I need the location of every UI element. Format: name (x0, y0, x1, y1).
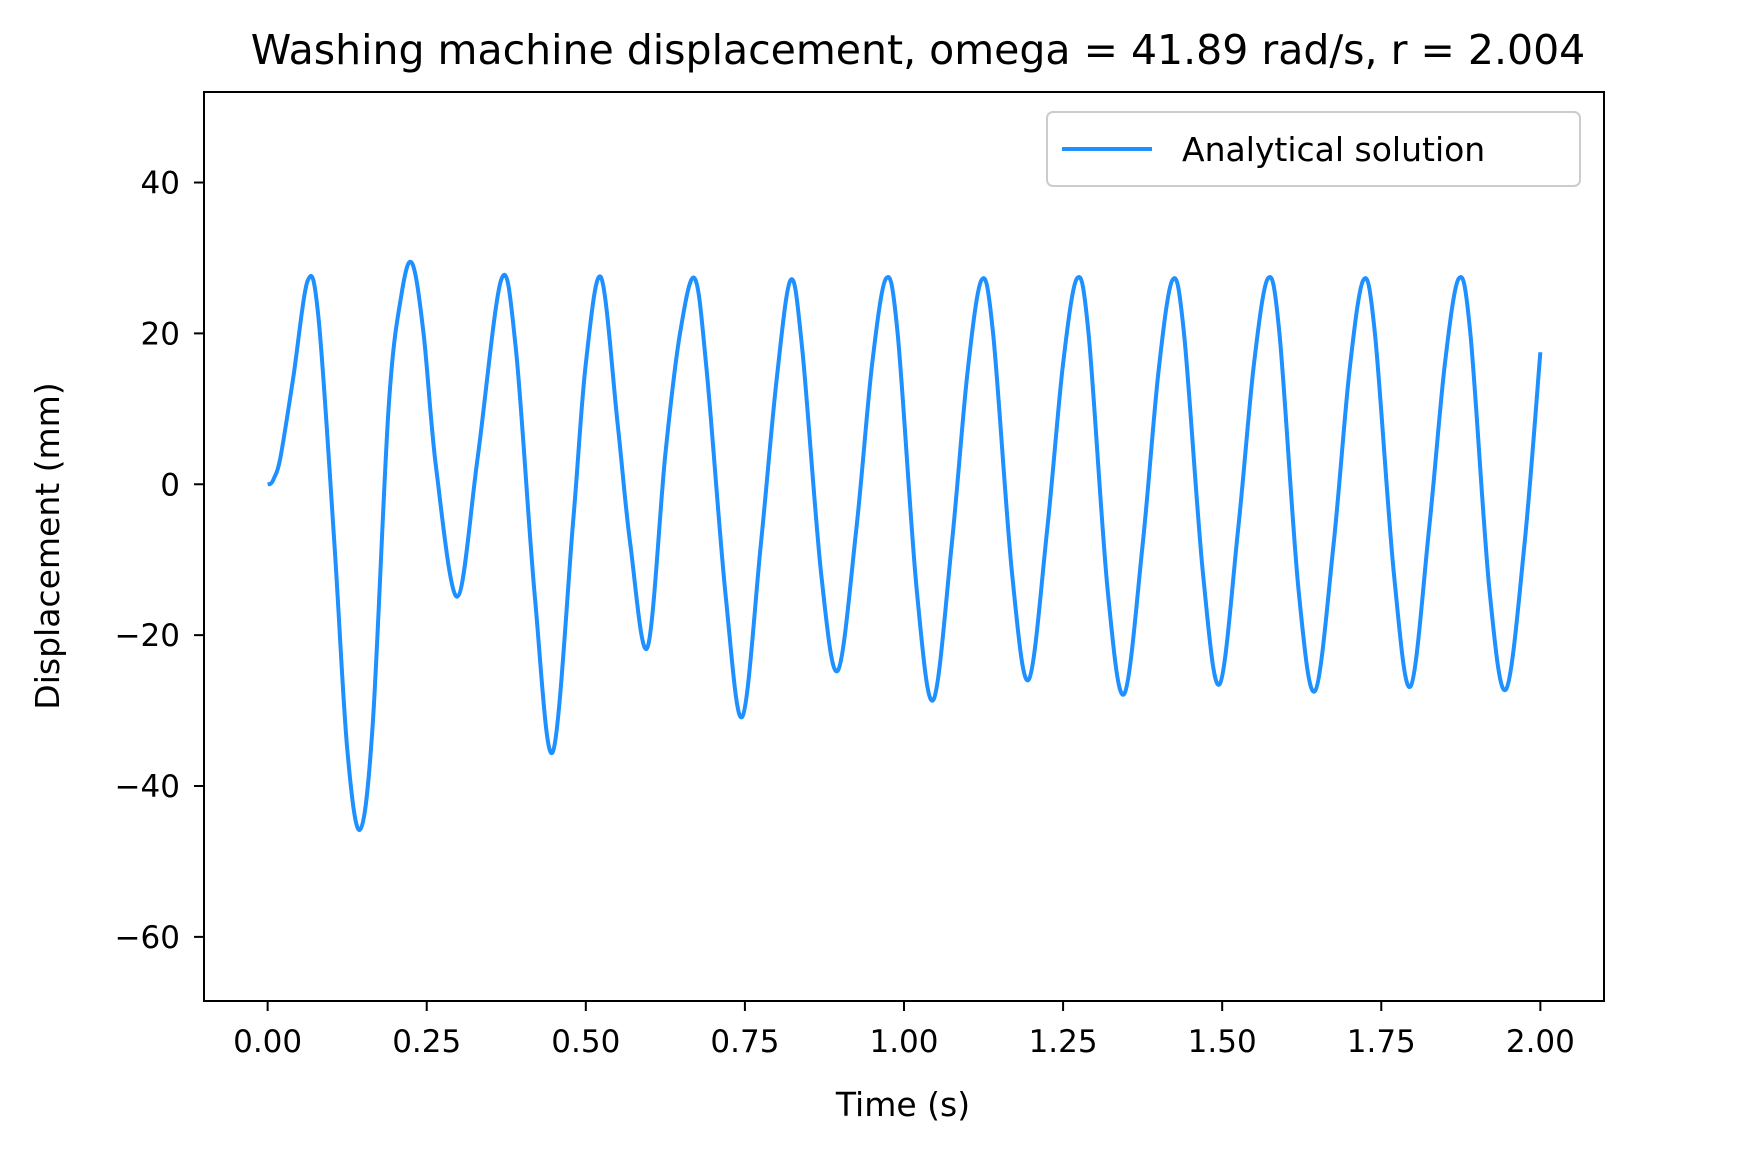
y-tick-label: −40 (115, 769, 180, 805)
y-tick-label: −60 (115, 920, 180, 956)
x-tick-label: 1.50 (1188, 1024, 1257, 1060)
plot-area (204, 92, 1604, 1001)
x-tick-label: 1.75 (1347, 1024, 1416, 1060)
y-tick-label: 20 (141, 316, 180, 352)
x-tick-label: 1.00 (869, 1024, 938, 1060)
x-tick-label: 0.00 (233, 1024, 302, 1060)
y-axis-ticks: 40 20 0 −20 −40 −60 (115, 166, 204, 956)
y-tick-label: 40 (141, 166, 180, 202)
x-tick-label: 2.00 (1506, 1024, 1575, 1060)
y-tick-label: −20 (115, 618, 180, 654)
series-line-analytical-solution (267, 259, 1543, 832)
legend-label: Analytical solution (1182, 130, 1485, 169)
legend: Analytical solution (1046, 111, 1581, 187)
x-tick-label: 1.25 (1029, 1024, 1098, 1060)
x-axis-label: Time (s) (835, 1085, 970, 1124)
legend-box (1046, 111, 1581, 187)
y-tick-label: 0 (160, 467, 180, 503)
x-tick-label: 0.75 (710, 1024, 779, 1060)
series-layer (267, 259, 1543, 832)
x-tick-label: 0.50 (551, 1024, 620, 1060)
chart-title: Washing machine displacement, omega = 41… (251, 26, 1586, 74)
y-axis-label: Displacement (mm) (28, 382, 67, 709)
x-tick-label: 0.25 (392, 1024, 461, 1060)
x-axis-ticks: 0.00 0.25 0.50 0.75 1.00 1.25 1.50 1.75 2.00 (233, 1001, 1575, 1060)
